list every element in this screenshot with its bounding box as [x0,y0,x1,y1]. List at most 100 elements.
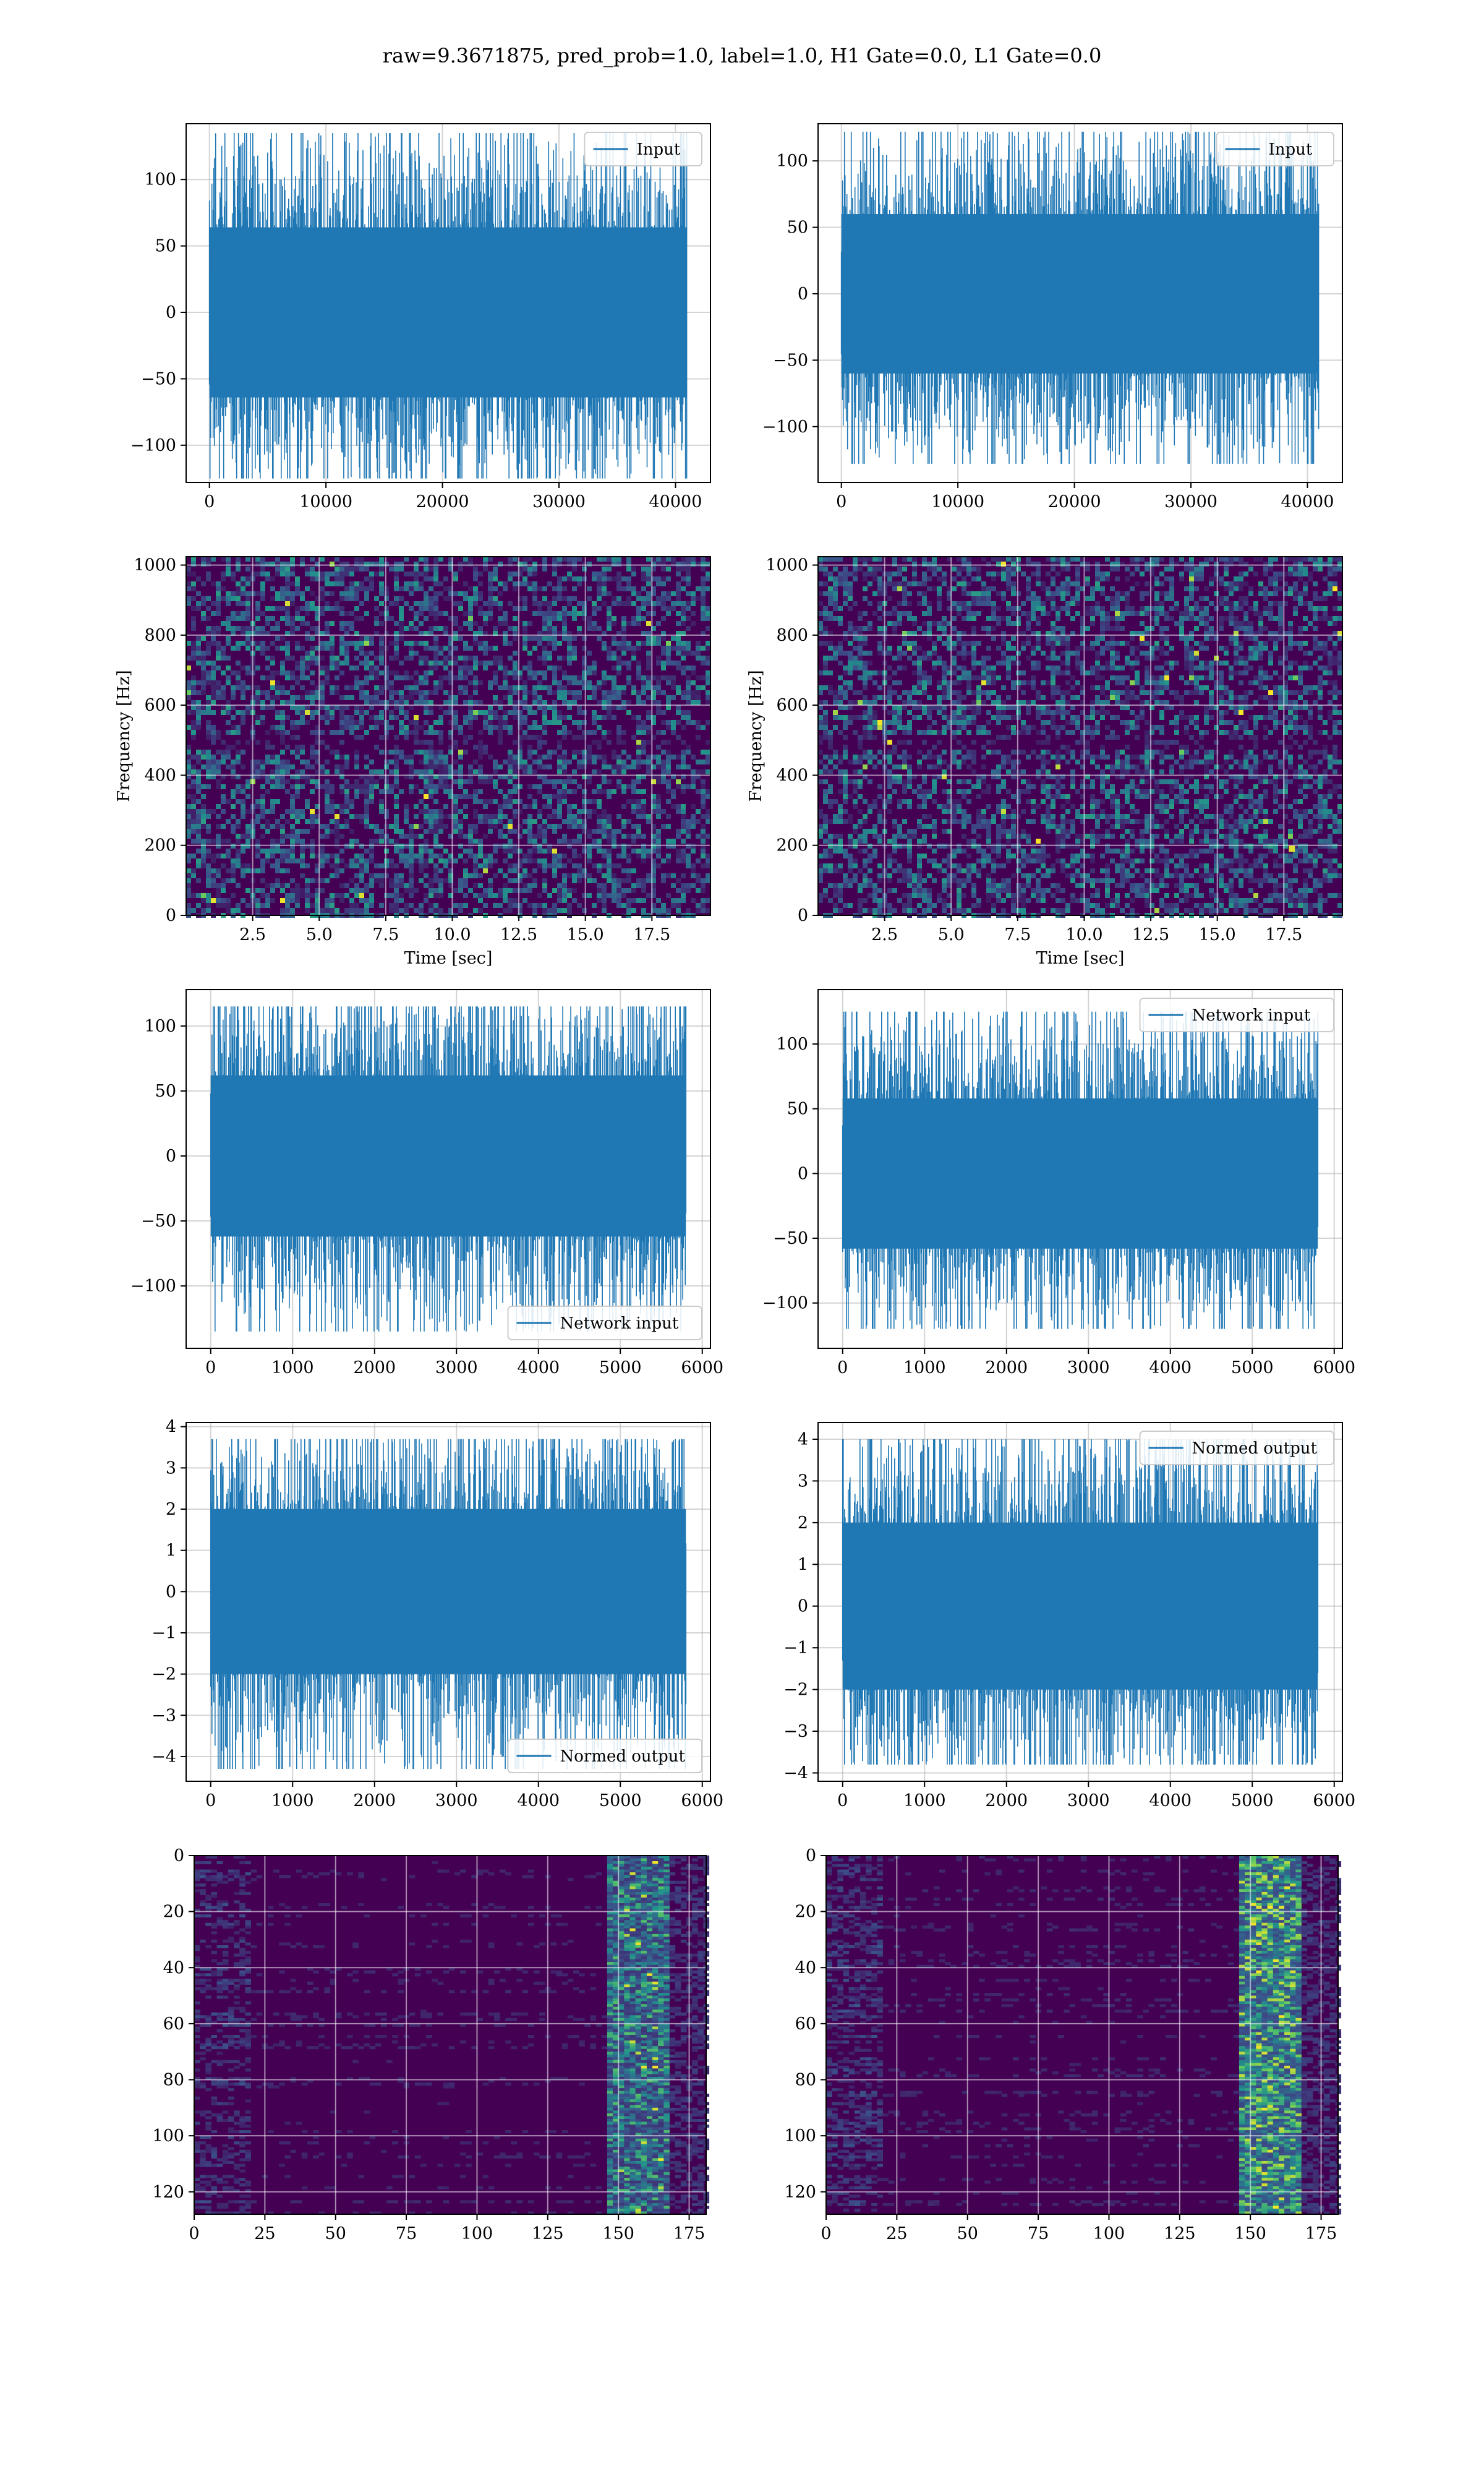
heatmap-cell [404,834,409,839]
heatmap-cell [196,725,201,730]
heatmap-cell [320,844,325,849]
heatmap-cell [300,591,305,596]
heatmap-cell [493,680,498,685]
heatmap-cell [424,858,429,863]
heatmap-cell [354,586,359,591]
heatmap-cell [359,878,364,883]
heatmap-cell [607,849,612,854]
heatmap-cell [592,839,597,844]
heatmap-cell [597,680,602,685]
heatmap-cell [344,591,349,596]
heatmap-cell [453,656,458,661]
heatmap-cell [612,666,616,670]
heatmap-cell [295,789,300,794]
heatmap-cell [211,636,216,641]
heatmap-cell [389,863,394,868]
heatmap-cell [513,769,518,774]
heatmap-cell [676,571,681,576]
heatmap-cell [818,601,823,606]
heatmap-cell [488,799,493,804]
heatmap-cell [290,626,295,631]
heatmap-cell [537,700,542,705]
heatmap-cell [463,814,468,819]
heatmap-cell [646,893,651,898]
heatmap-cell [221,576,226,581]
heatmap-cell [265,755,270,760]
heatmap-cell [562,670,567,675]
heatmap-cell [522,606,527,611]
heatmap-cell [255,715,260,720]
heatmap-cell [912,571,917,576]
heatmap-cell [429,567,433,571]
legend-label: Input [637,140,681,159]
heatmap-cell [196,903,201,908]
heatmap-cell [547,779,552,784]
heatmap-cell [1278,576,1283,581]
heatmap-cell [567,705,572,710]
heatmap-cell [186,710,191,715]
heatmap-cell [196,858,201,863]
heatmap-cell [582,567,587,571]
heatmap-cell [191,779,196,784]
heatmap-cell [1318,557,1323,562]
heatmap-cell [310,893,315,898]
heatmap-cell [626,666,631,670]
heatmap-cell [453,824,458,829]
heatmap-cell [641,606,646,611]
heatmap-cell [344,799,349,804]
heatmap-cell [379,562,384,567]
heatmap-cell [285,606,290,611]
heatmap-cell [433,755,438,760]
heatmap-cell [241,666,245,670]
heatmap-cell [828,557,833,562]
heatmap-cell [344,646,349,651]
heatmap-cell [280,636,285,641]
heatmap-cell [527,764,532,769]
heatmap-cell [453,571,458,576]
heatmap-cell [468,720,473,725]
heatmap-cell [686,715,691,720]
heatmap-cell [562,760,567,764]
heatmap-cell [661,764,666,769]
heatmap-cell [701,863,706,868]
heatmap-cell [394,675,399,680]
heatmap-cell [542,829,547,834]
heatmap-cell [374,690,379,695]
heatmap-cell [1154,616,1159,621]
heatmap-cell [567,700,572,705]
heatmap-cell [1055,586,1060,591]
heatmap-cell [458,685,463,690]
heatmap-cell [686,641,691,646]
heatmap-cell [1293,606,1298,611]
heatmap-cell [922,596,927,601]
heatmap-cell [597,863,602,868]
heatmap-cell [364,858,369,863]
heatmap-cell [201,601,206,606]
heatmap-cell [211,769,216,774]
heatmap-cell [354,883,359,888]
heatmap-cell [349,839,354,844]
heatmap-cell [676,666,681,670]
heatmap-cell [661,730,666,735]
heatmap-cell [255,646,260,651]
heatmap-cell [597,784,602,789]
heatmap-cell [206,735,211,740]
heatmap-cell [1036,581,1041,586]
heatmap-cell [641,908,646,913]
heatmap-cell [503,824,508,829]
heatmap-cell [196,863,201,868]
heatmap-cell [1268,606,1273,611]
heatmap-cell [483,611,488,616]
heatmap-cell [626,621,631,626]
heatmap-cell [902,581,907,586]
heatmap-cell [404,814,409,819]
heatmap-cell [587,596,592,601]
heatmap-cell [912,576,917,581]
heatmap-cell [981,601,986,606]
heatmap-cell [666,695,671,700]
heatmap-cell [488,720,493,725]
heatmap-cell [260,764,265,769]
heatmap-cell [270,656,275,661]
heatmap-cell [211,839,216,844]
heatmap-cell [1248,591,1253,596]
